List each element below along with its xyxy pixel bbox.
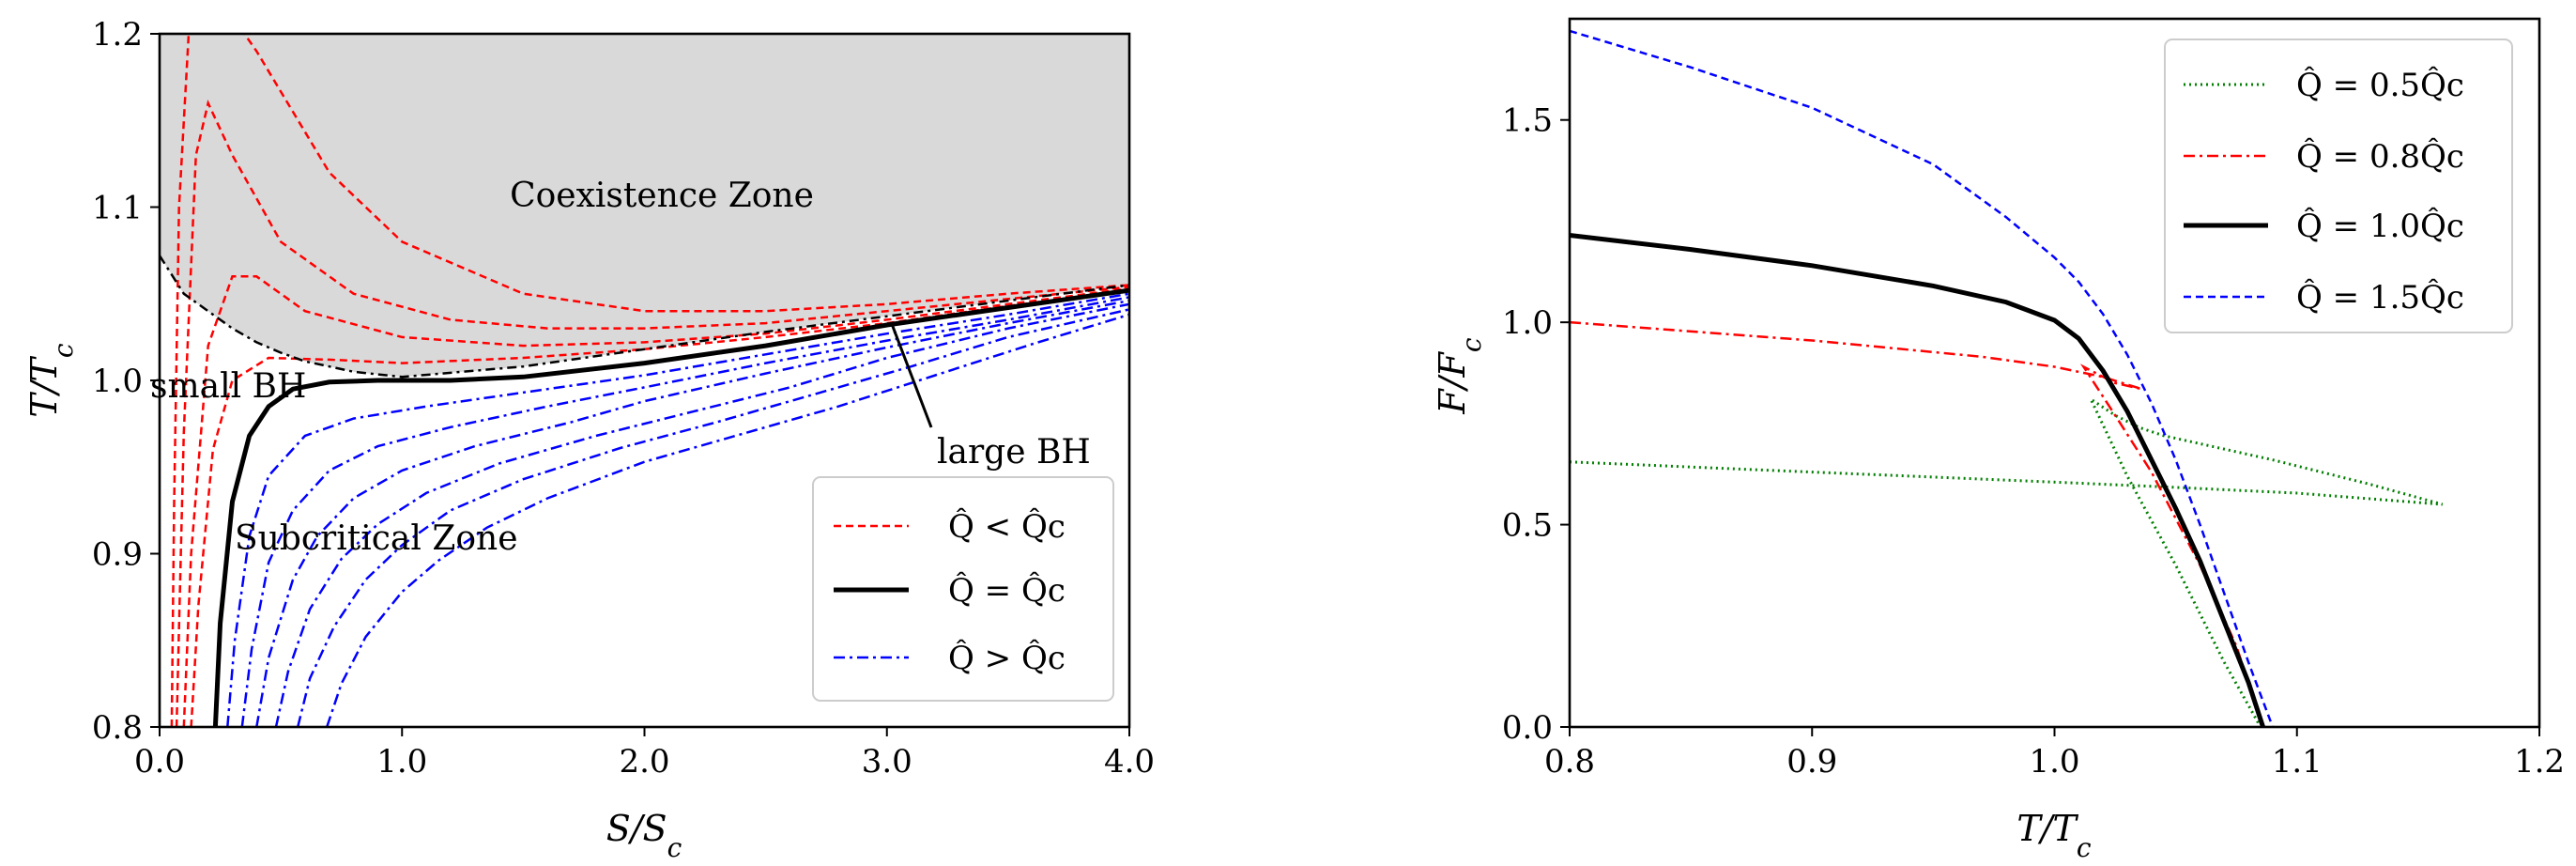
curve-above-1 bbox=[240, 296, 1129, 727]
right-y-tick-label: 1.5 bbox=[1502, 102, 1553, 140]
left-x-tick-label: 4.0 bbox=[1104, 743, 1155, 781]
left-y-tick-label: 1.0 bbox=[92, 363, 143, 400]
curve-below-2 bbox=[182, 275, 1129, 727]
right-x-tick-label: 1.1 bbox=[2272, 743, 2323, 781]
legend-label-below: Q̂ < Q̂c bbox=[948, 507, 1066, 546]
large-bh-label: large BH bbox=[937, 433, 1091, 472]
right-y-axis-label: F/Fc bbox=[1432, 337, 1487, 415]
curve-below-0 bbox=[170, 34, 1129, 727]
curve-critical bbox=[212, 287, 1129, 727]
right-y-tick-label: 0.5 bbox=[1502, 507, 1553, 545]
legend-label-0.8: Q̂ = 0.8Q̂c bbox=[2296, 137, 2464, 176]
legend-label-above: Q̂ > Q̂c bbox=[948, 639, 1066, 677]
legend-label-0.5: Q̂ = 0.5Q̂c bbox=[2296, 66, 2464, 104]
curve-above-5 bbox=[326, 313, 1129, 727]
legend-label-critical: Q̂ = Q̂c bbox=[948, 571, 1066, 610]
left-x-axis-label: S/Sc bbox=[606, 808, 682, 863]
right-x-tick-label: 1.2 bbox=[2514, 743, 2565, 781]
right-x-tick-label: 0.9 bbox=[1786, 743, 1837, 781]
legend-label-1.0: Q̂ = 1.0Q̂c bbox=[2296, 207, 2464, 245]
right-y-tick-label: 0.0 bbox=[1502, 709, 1553, 747]
free-energy-curve-2 bbox=[1570, 233, 2265, 727]
coexistence-boundary-curve bbox=[160, 255, 1129, 379]
free-energy-curve-0 bbox=[1570, 394, 2444, 727]
subcritical-zone-label: Subcritical Zone bbox=[235, 519, 518, 558]
coexistence-zone-label: Coexistence Zone bbox=[510, 177, 814, 215]
left-x-tick-label: 3.0 bbox=[862, 743, 912, 781]
right-y-tick-label: 1.0 bbox=[1502, 304, 1553, 342]
curve-above-0 bbox=[226, 292, 1129, 727]
curve-below-3 bbox=[190, 288, 1129, 727]
large-bh-pointer bbox=[890, 323, 933, 428]
right-x-axis-label: T/Tc bbox=[2016, 808, 2092, 863]
curve-above-2 bbox=[255, 299, 1129, 727]
left-y-tick-label: 1.2 bbox=[92, 16, 143, 54]
left-y-tick-label: 0.8 bbox=[92, 709, 143, 747]
left-x-tick-label: 2.0 bbox=[619, 743, 669, 781]
right-chart: 0.8 0.9 1.0 1.1 1.2 0.0 0.5 1.0 1.5 T/Tc F/Fc Q̂… bbox=[1432, 17, 2565, 863]
small-bh-label: small BH bbox=[150, 367, 306, 406]
free-energy-curve-3 bbox=[1570, 29, 2275, 727]
left-legend: Q̂ < Q̂c Q̂ = Q̂c Q̂ > Q̂c bbox=[812, 476, 1114, 702]
left-x-tick-label: 0.0 bbox=[134, 743, 185, 781]
left-chart: 0.0 1.0 2.0 3.0 4.0 0.8 0.9 1.0 1.1 1.2 S/Sc T/Tc… bbox=[23, 16, 1155, 863]
free-energy-curve-1 bbox=[1570, 320, 2264, 727]
left-y-axis-label: T/Tc bbox=[23, 343, 79, 418]
right-legend: Q̂ = 0.5Q̂c Q̂ = 0.8Q̂c Q̂ = 1.0Q̂c Q̂ =… bbox=[2164, 39, 2513, 333]
legend-label-1.5: Q̂ = 1.5Q̂c bbox=[2296, 278, 2464, 317]
curve-above-4 bbox=[296, 308, 1129, 727]
left-y-tick-label: 0.9 bbox=[92, 536, 143, 574]
curve-above-3 bbox=[274, 302, 1129, 727]
curve-below-1 bbox=[175, 99, 1129, 727]
left-x-tick-label: 1.0 bbox=[376, 743, 427, 781]
left-y-tick-label: 1.1 bbox=[92, 190, 143, 227]
right-x-tick-label: 1.0 bbox=[2029, 743, 2079, 781]
coexistence-zone-shading bbox=[160, 34, 1129, 378]
right-x-tick-label: 0.8 bbox=[1544, 743, 1595, 781]
